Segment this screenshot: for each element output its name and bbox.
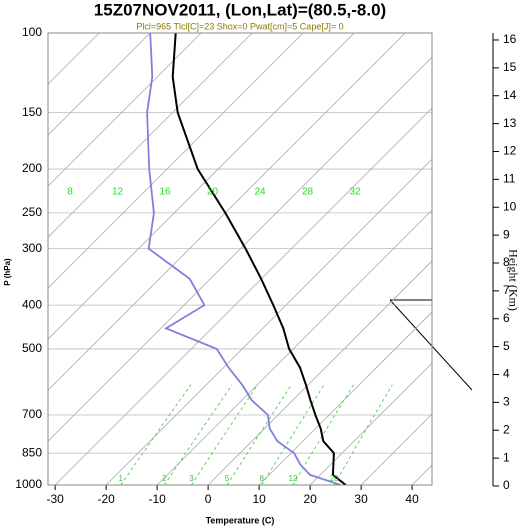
y2-tick-label: 8	[503, 255, 510, 269]
moist-adiabat-label: 32	[349, 187, 361, 198]
mixing-ratio-line	[333, 384, 393, 485]
isotherm	[48, 33, 406, 391]
y2-tick-label: 11	[503, 172, 516, 186]
isotherm	[54, 107, 432, 485]
mixing-ratio-label: 1	[119, 474, 124, 483]
x-tick-label: -20	[97, 492, 115, 506]
y-tick-label: 850	[22, 445, 42, 459]
mixing-ratio-label: 3	[189, 474, 194, 483]
y2-tick-label: 2	[503, 422, 510, 436]
mixing-ratio-label: 20	[330, 474, 339, 483]
y2-tick-label: 14	[503, 88, 517, 102]
isotherm	[48, 33, 304, 289]
plot-area	[48, 33, 432, 485]
y-tick-label: 250	[22, 205, 42, 219]
mixing-ratio-line	[164, 384, 233, 485]
isotherm	[48, 33, 355, 340]
y2-tick-label: 16	[503, 32, 517, 46]
isotherm	[156, 209, 432, 485]
mixing-ratio-line	[191, 384, 259, 485]
x-tick-label: -30	[46, 492, 64, 506]
mixing-ratio-label: 5	[225, 474, 230, 483]
y2-tick-label: 1	[503, 450, 510, 464]
y2-tick-label: 5	[503, 339, 510, 353]
chart-subtitle: Plcl=965 Tlcl[C]=23 Shox=0 Pwat[cm]=5 Ca…	[136, 21, 343, 31]
mixing-ratio-label: 2	[162, 474, 167, 483]
y-tick-label: 200	[22, 161, 42, 175]
y2-tick-label: 3	[503, 395, 510, 409]
mixing-ratio-line	[292, 384, 354, 485]
x-tick-label: -10	[148, 492, 166, 506]
y2-tick-label: 13	[503, 116, 517, 130]
x-axis-label: Temperature (C)	[206, 515, 275, 525]
mixing-ratio-line	[226, 384, 292, 485]
y2-tick-label: 10	[503, 199, 517, 213]
isotherm	[360, 413, 432, 485]
isotherm	[309, 362, 432, 485]
plot-frame	[47, 32, 433, 486]
isotherm	[48, 56, 432, 442]
y-tick-label: 700	[22, 407, 42, 421]
x-tick-label: 30	[354, 492, 368, 506]
y2-tick-label: 9	[503, 227, 510, 241]
y2-tick-label: 0	[503, 478, 510, 492]
x-tick-label: 40	[405, 492, 419, 506]
isotherm	[48, 33, 100, 85]
isotherm	[105, 158, 432, 485]
moist-adiabat-label: 24	[254, 187, 266, 198]
mixing-ratio-label: 12	[289, 474, 298, 483]
y-tick-label: 300	[22, 241, 42, 255]
x-tick-label: 0	[205, 492, 212, 506]
y-tick-label: 1000	[15, 477, 42, 491]
y2-tick-label: 7	[503, 283, 510, 297]
isotherm	[48, 33, 202, 187]
y-tick-label: 500	[22, 341, 42, 355]
moist-adiabat-label: 20	[207, 187, 219, 198]
mixing-ratio-label: 8	[260, 474, 265, 483]
y-tick-label: 150	[22, 105, 42, 119]
moist-adiabat-label: 8	[67, 187, 73, 198]
y-tick-label: 400	[22, 297, 42, 311]
mixing-ratio-line	[120, 384, 192, 485]
isotherm	[207, 260, 432, 485]
x-tick-label: 10	[252, 492, 266, 506]
x-tick-label: 20	[303, 492, 317, 506]
y2-tick-label: 6	[503, 311, 510, 325]
y2-tick-label: 15	[503, 60, 517, 74]
moist-adiabat-label: 16	[159, 187, 171, 198]
dewpoint-line	[146, 33, 341, 485]
isotherm	[48, 33, 151, 136]
y2-tick-label: 4	[503, 367, 510, 381]
moist-adiabat-label: 28	[302, 187, 314, 198]
isotherm	[258, 311, 432, 485]
temperature-line	[171, 33, 347, 485]
moist-adiabat-label: 12	[112, 187, 124, 198]
chart-title: 15Z07NOV2011, (Lon,Lat)=(80.5,-8.0)	[94, 0, 386, 19]
y-axis-label: P (hPa)	[3, 258, 12, 286]
y2-tick-label: 12	[503, 144, 517, 158]
y2-axis-label: Height (Km)	[506, 249, 520, 311]
y-tick-label: 100	[22, 25, 42, 39]
barb-region-border	[389, 299, 473, 391]
